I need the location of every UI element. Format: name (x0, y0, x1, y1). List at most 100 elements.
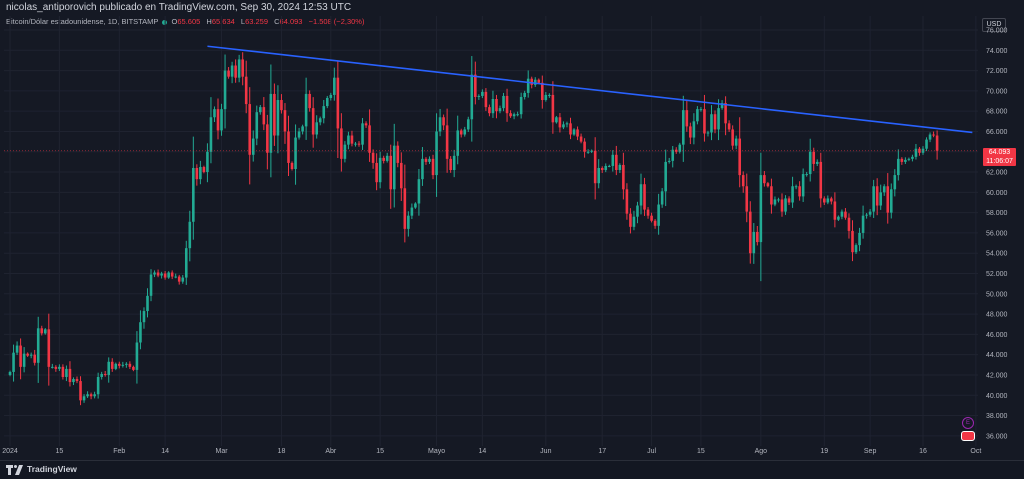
candle-body (357, 143, 361, 145)
price-chart[interactable]: 36.000 38.000 40.000 42.000 44.000 46.000 48.0… (0, 0, 1024, 460)
candle-body (107, 361, 111, 375)
symbol-name[interactable]: Bitcoin/Dólar estadounidense, 1D, BITSTA… (6, 17, 159, 26)
candle-body (184, 248, 188, 278)
candle-body (526, 78, 530, 93)
time-tick-label: 18 (278, 448, 286, 455)
candle-body (287, 131, 290, 163)
candle-body (773, 199, 777, 205)
candle-body (297, 131, 301, 138)
candle-body (93, 394, 96, 397)
resistance-trendline[interactable] (207, 45, 973, 134)
candle-body (58, 366, 61, 369)
candle-body (318, 118, 322, 123)
candle-body (382, 157, 385, 161)
candle-body (407, 215, 410, 229)
close-value: 64.093 (279, 17, 303, 26)
candle-body (68, 368, 72, 383)
change-value: −1.508 (−2,30%) (308, 17, 365, 26)
candle-body (741, 175, 745, 187)
trendline-layer[interactable] (4, 45, 978, 152)
candle-body (717, 108, 720, 130)
candle-body (40, 328, 44, 334)
candle-body (509, 113, 512, 117)
candle-body (223, 70, 227, 110)
candle-body (96, 377, 100, 395)
top-bar: nicolas_antiporovich publicado en Tradin… (0, 0, 1024, 16)
candle-body (142, 311, 146, 323)
candle-body (442, 117, 445, 126)
candle-body (593, 150, 597, 184)
currency-button[interactable]: USD (982, 18, 1006, 32)
candle-body (181, 277, 185, 282)
candle-body (798, 186, 801, 197)
candle-body (703, 109, 706, 134)
time-tick-label: 14 (161, 448, 169, 455)
time-tick-label: 15 (697, 448, 705, 455)
candle-body (100, 373, 103, 378)
candle-body (410, 207, 414, 216)
candle-body (103, 373, 107, 375)
candle-body (354, 143, 357, 145)
candle-body (544, 94, 548, 101)
candle-body (777, 199, 780, 201)
candle-body (301, 126, 304, 132)
candle-body (160, 273, 163, 276)
candle-body (110, 361, 114, 369)
candle-body (244, 76, 248, 105)
price-axis[interactable]: 36.000 38.000 40.000 42.000 44.000 46.000 48.0… (986, 28, 1008, 441)
candle-body (808, 151, 812, 175)
time-tick-label: Abr (325, 448, 337, 455)
event-icon[interactable]: E (962, 417, 974, 429)
grid-lines (4, 16, 978, 446)
candle-body (928, 134, 932, 140)
candle-body (770, 186, 773, 205)
candle-body (156, 272, 160, 276)
candle-body (636, 205, 639, 217)
tradingview-brand[interactable]: TradingView (27, 464, 77, 474)
candle-body (784, 198, 787, 212)
candle-body (833, 201, 837, 220)
candle-body (392, 145, 396, 190)
price-tick-label: 76.000 (986, 28, 1008, 35)
candle-body (174, 276, 177, 278)
bar-countdown: 11:06:07 (986, 158, 1013, 165)
last-price-value: 64.093 (988, 149, 1011, 156)
time-axis[interactable]: 2024 15 Feb 14 Mar 18 Abr 15 Mayo 14 Jun 17 Jul 15 Ago… (2, 448, 981, 455)
candle-body (417, 179, 421, 204)
candle-body (283, 110, 287, 132)
time-tick-label: 14 (478, 448, 486, 455)
price-tick-label: 60.000 (986, 190, 1008, 197)
high-value: 65.634 (211, 17, 235, 26)
flag-icon[interactable] (961, 431, 975, 441)
candle-body (558, 117, 562, 128)
candle-body (879, 192, 882, 206)
candle-body (488, 107, 491, 114)
candle-body (477, 95, 481, 97)
candle-body (470, 74, 474, 120)
candle-body (562, 124, 565, 128)
candle-body (452, 155, 456, 171)
price-tick-label: 48.000 (986, 312, 1008, 319)
candle-body (586, 151, 590, 153)
candle-body (682, 110, 685, 145)
candle-body (128, 363, 132, 367)
candle-body (791, 186, 794, 203)
candle-body (213, 109, 216, 118)
candle-body (653, 220, 657, 226)
price-tick-label: 50.000 (986, 291, 1008, 298)
time-tick-label: Ago (755, 448, 768, 455)
time-tick-label: Jul (647, 448, 656, 455)
candle-body (132, 366, 135, 370)
candle-body (484, 91, 488, 108)
candle-body (139, 322, 142, 343)
candle-body (400, 162, 403, 189)
candle-body (86, 394, 89, 397)
candle-body (935, 135, 939, 151)
candle-body (618, 164, 622, 171)
price-tick-label: 72.000 (986, 68, 1008, 75)
candle-body (15, 345, 19, 353)
candle-body (435, 131, 438, 176)
candle-body (615, 154, 618, 171)
candle-body (322, 106, 326, 119)
candle-body (889, 189, 893, 213)
